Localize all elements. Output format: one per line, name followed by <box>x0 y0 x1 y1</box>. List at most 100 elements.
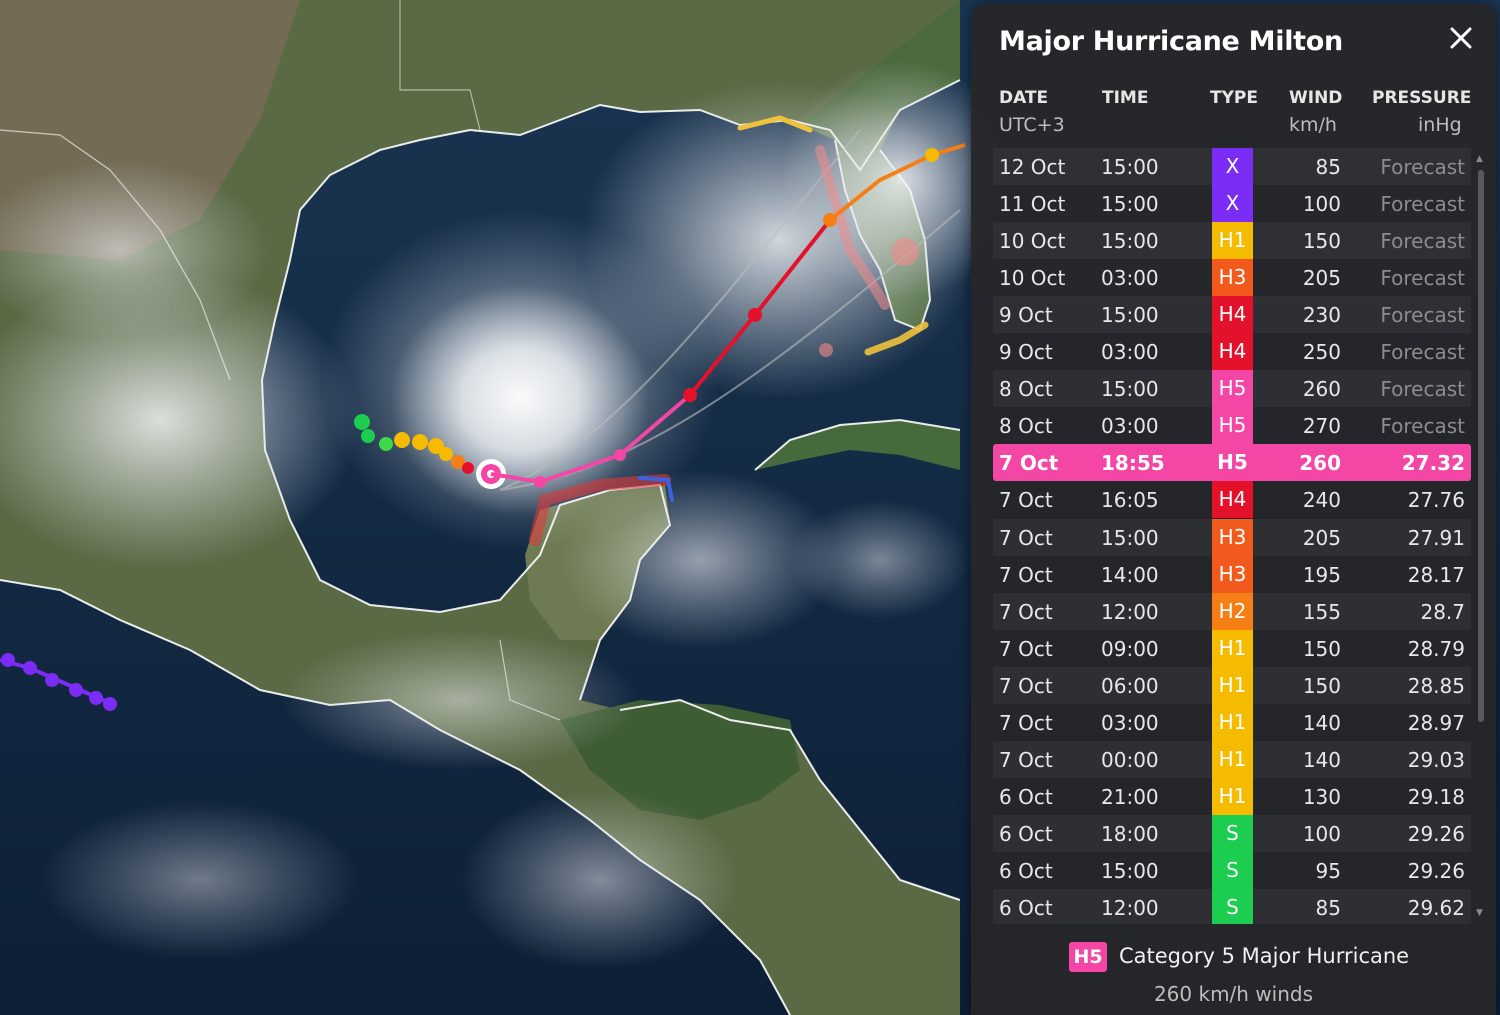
row-date: 7 Oct <box>999 637 1053 661</box>
row-wind: 100 <box>1302 822 1341 846</box>
row-type-badge: S <box>1212 852 1253 889</box>
row-pressure: 27.32 <box>1401 451 1465 475</box>
row-date: 9 Oct <box>999 340 1053 364</box>
row-time: 03:00 <box>1101 266 1159 290</box>
subheader-date-unit: UTC+3 <box>999 114 1065 136</box>
row-type-badge: H3 <box>1212 259 1253 296</box>
row-type-badge: H4 <box>1212 296 1253 333</box>
row-pressure: 29.62 <box>1407 896 1465 920</box>
row-type-badge: S <box>1212 815 1253 852</box>
row-time: 12:00 <box>1101 600 1159 624</box>
row-time: 06:00 <box>1101 674 1159 698</box>
past-track <box>354 414 474 474</box>
table-row[interactable]: 12 Oct 15:00 X 85 Forecast <box>993 148 1471 185</box>
row-time: 16:05 <box>1101 488 1159 512</box>
row-wind: 150 <box>1302 229 1341 253</box>
row-pressure: Forecast <box>1380 229 1465 253</box>
table-row[interactable]: 10 Oct 03:00 H3 205 Forecast <box>993 259 1471 296</box>
row-wind: 260 <box>1302 377 1341 401</box>
row-time: 15:00 <box>1101 229 1159 253</box>
table-row[interactable]: 6 Oct 18:00 S 100 29.26 <box>993 815 1471 852</box>
row-date: 11 Oct <box>999 192 1066 216</box>
row-time: 18:55 <box>1101 451 1165 475</box>
row-type-badge: S <box>1212 889 1253 924</box>
row-type-badge: H1 <box>1212 630 1253 667</box>
row-date: 7 Oct <box>999 600 1053 624</box>
row-type-badge: H1 <box>1212 704 1253 741</box>
row-pressure: 29.18 <box>1407 785 1465 809</box>
table-row[interactable]: 7 Oct 00:00 H1 140 29.03 <box>993 741 1471 778</box>
table-row[interactable]: 7 Oct 12:00 H2 155 28.7 <box>993 593 1471 630</box>
row-time: 15:00 <box>1101 303 1159 327</box>
row-type-badge: X <box>1212 185 1253 222</box>
row-time: 15:00 <box>1101 377 1159 401</box>
forecast-track <box>490 143 966 488</box>
row-date: 6 Oct <box>999 859 1053 883</box>
scroll-up-icon[interactable]: ▲ <box>1476 154 1483 164</box>
table-row[interactable]: 9 Oct 15:00 H4 230 Forecast <box>993 296 1471 333</box>
row-pressure: Forecast <box>1380 377 1465 401</box>
row-pressure: 28.85 <box>1407 674 1465 698</box>
row-date: 12 Oct <box>999 155 1066 179</box>
row-type-badge: H4 <box>1212 333 1253 370</box>
table-row[interactable]: 9 Oct 03:00 H4 250 Forecast <box>993 333 1471 370</box>
table-row[interactable]: 6 Oct 15:00 S 95 29.26 <box>993 852 1471 889</box>
table-row[interactable]: 7 Oct 06:00 H1 150 28.85 <box>993 667 1471 704</box>
header-wind[interactable]: WIND <box>1289 88 1343 108</box>
row-date: 7 Oct <box>999 526 1053 550</box>
row-wind: 260 <box>1299 451 1341 475</box>
row-pressure: 29.26 <box>1407 859 1465 883</box>
scrollbar-thumb[interactable] <box>1478 170 1484 722</box>
row-wind: 140 <box>1302 748 1341 772</box>
row-wind: 150 <box>1302 637 1341 661</box>
row-type-badge: H1 <box>1212 778 1253 815</box>
table-row[interactable]: 7 Oct 16:05 H4 240 27.76 <box>993 481 1471 518</box>
row-wind: 85 <box>1315 896 1341 920</box>
pacific-storm-track[interactable] <box>0 653 117 711</box>
table-row[interactable]: 6 Oct 12:00 S 85 29.62 <box>993 889 1471 924</box>
header-date[interactable]: DATE <box>999 88 1049 108</box>
row-time: 15:00 <box>1101 155 1159 179</box>
table-row[interactable]: 8 Oct 03:00 H5 270 Forecast <box>993 407 1471 444</box>
row-wind: 155 <box>1302 600 1341 624</box>
table-row[interactable]: 10 Oct 15:00 H1 150 Forecast <box>993 222 1471 259</box>
row-type-badge: H3 <box>1212 519 1253 556</box>
row-pressure: Forecast <box>1380 414 1465 438</box>
table-row-current[interactable]: 7 Oct 18:55 H5 260 27.32 <box>993 444 1471 481</box>
track-table[interactable]: 12 Oct 15:00 X 85 Forecast 11 Oct 15:00 X 100 For… <box>993 148 1471 924</box>
row-wind: 130 <box>1302 785 1341 809</box>
row-type-badge: X <box>1212 148 1253 185</box>
category-badge: H5 <box>1069 942 1107 972</box>
row-time: 03:00 <box>1101 340 1159 364</box>
table-row[interactable]: 11 Oct 15:00 X 100 Forecast <box>993 185 1471 222</box>
row-date: 6 Oct <box>999 785 1053 809</box>
table-row[interactable]: 7 Oct 15:00 H3 205 27.91 <box>993 519 1471 556</box>
row-pressure: Forecast <box>1380 155 1465 179</box>
storm-details-panel: Major Hurricane Milton DATE TIME TYPE WI… <box>971 4 1496 1015</box>
row-type-badge: H1 <box>1212 667 1253 704</box>
close-icon[interactable] <box>1445 22 1477 54</box>
row-pressure: Forecast <box>1380 192 1465 216</box>
row-type-badge: H1 <box>1212 741 1253 778</box>
table-row[interactable]: 6 Oct 21:00 H1 130 29.18 <box>993 778 1471 815</box>
row-time: 03:00 <box>1101 711 1159 735</box>
row-pressure: 28.79 <box>1407 637 1465 661</box>
row-type-badge: H5 <box>1212 370 1253 407</box>
row-time: 09:00 <box>1101 637 1159 661</box>
table-row[interactable]: 7 Oct 03:00 H1 140 28.97 <box>993 704 1471 741</box>
table-row[interactable]: 7 Oct 14:00 H3 195 28.17 <box>993 556 1471 593</box>
scroll-down-icon[interactable]: ▼ <box>1476 908 1483 918</box>
row-wind: 100 <box>1302 192 1341 216</box>
table-row[interactable]: 7 Oct 09:00 H1 150 28.79 <box>993 630 1471 667</box>
table-row[interactable]: 8 Oct 15:00 H5 260 Forecast <box>993 370 1471 407</box>
row-date: 7 Oct <box>999 488 1053 512</box>
row-pressure: 28.7 <box>1420 600 1465 624</box>
row-pressure: Forecast <box>1380 303 1465 327</box>
panel-title: Major Hurricane Milton <box>999 26 1343 57</box>
header-pressure[interactable]: PRESSURE <box>1372 88 1472 108</box>
row-wind: 140 <box>1302 711 1341 735</box>
header-type[interactable]: TYPE <box>1210 88 1258 108</box>
row-wind: 150 <box>1302 674 1341 698</box>
header-time[interactable]: TIME <box>1102 88 1149 108</box>
subheader-wind-unit: km/h <box>1289 114 1337 136</box>
